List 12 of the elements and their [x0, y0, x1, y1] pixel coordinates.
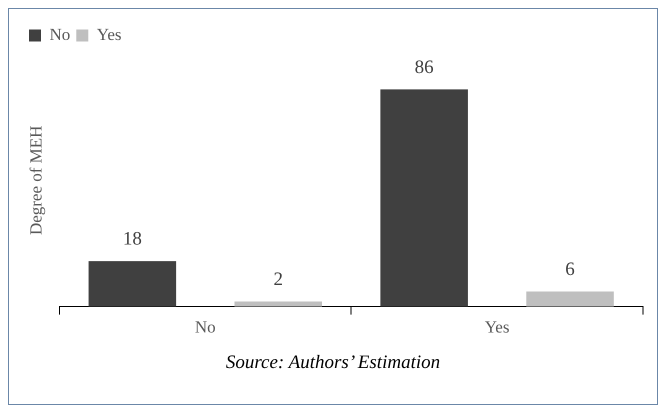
bar [380, 89, 468, 307]
source-note: Source: Authors’ Estimation [224, 352, 442, 374]
y-axis-title: Degree of MEH [26, 126, 46, 236]
legend-label: No [50, 24, 70, 44]
bar [234, 302, 322, 307]
bar [526, 291, 614, 307]
data-label: 2 [274, 269, 283, 290]
bar [88, 261, 176, 307]
data-label: 6 [565, 258, 575, 280]
data-label: 86 [414, 56, 434, 78]
legend-label: Yes [96, 24, 122, 44]
data-label: 18 [122, 228, 142, 250]
